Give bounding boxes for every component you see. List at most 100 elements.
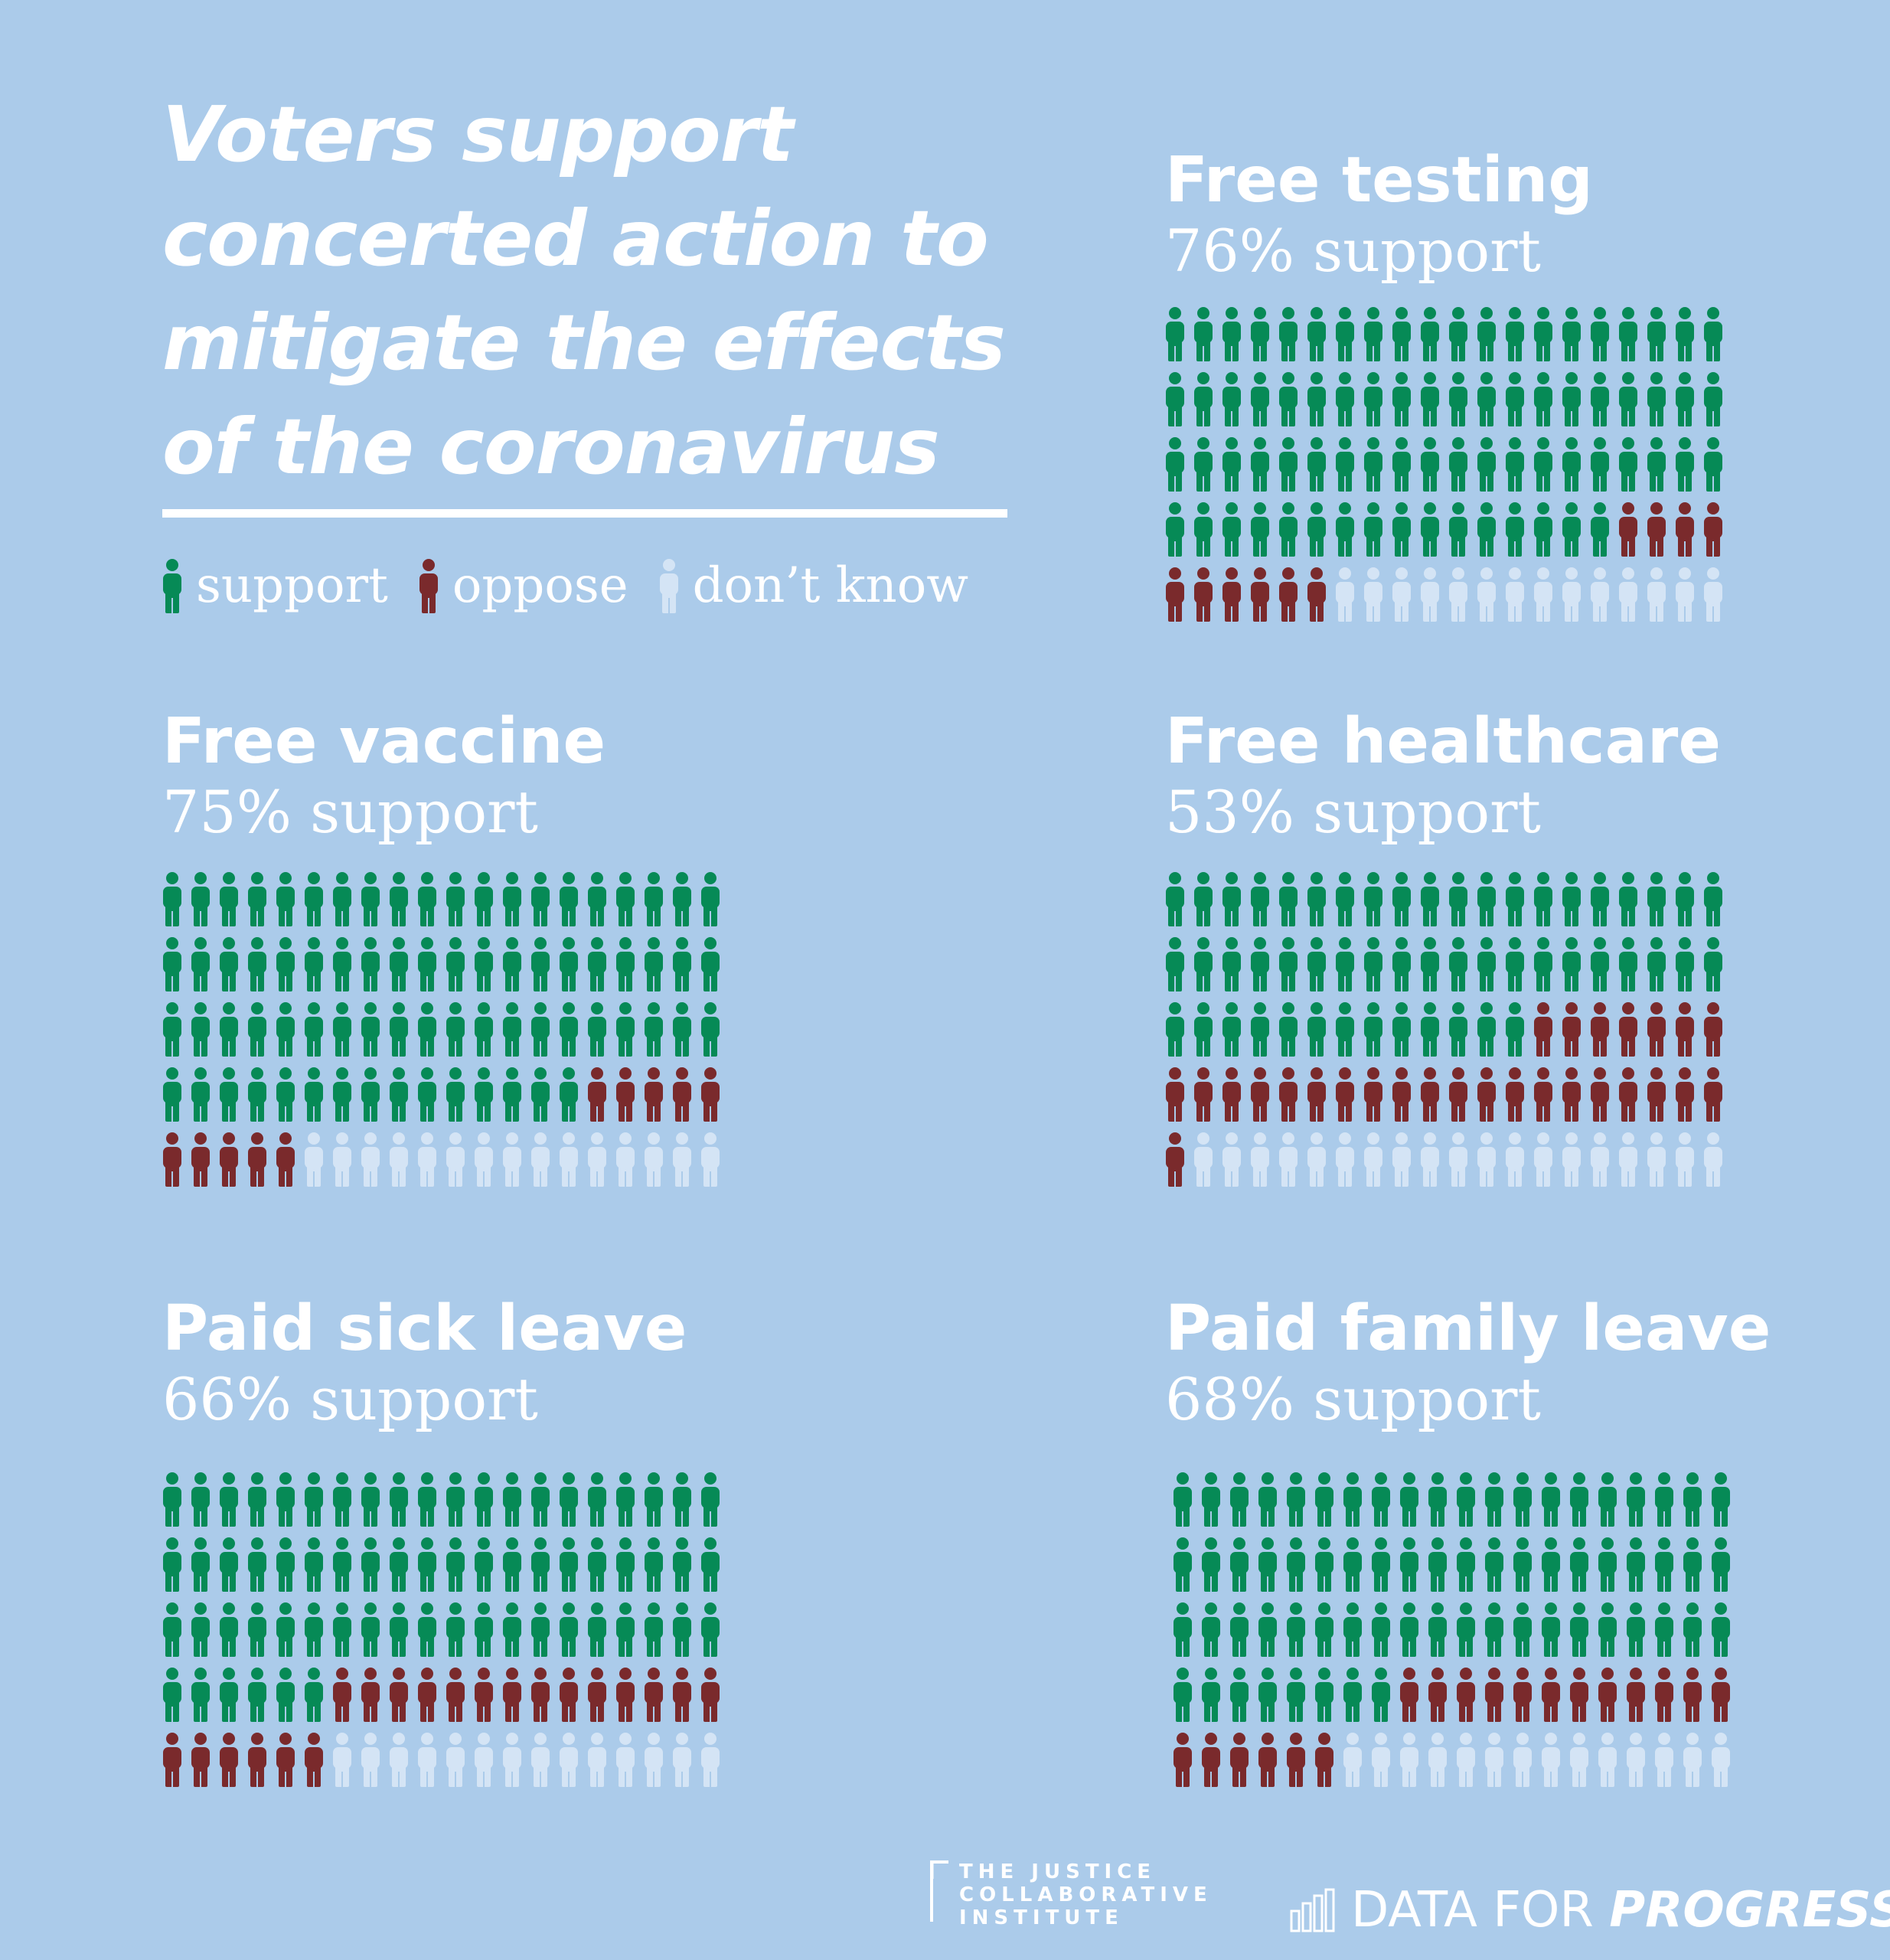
person-icon-support [1570, 1602, 1588, 1657]
person-icon-support [503, 1002, 521, 1057]
person-icon-support [1591, 307, 1609, 361]
person-icon-oppose [1542, 1668, 1560, 1722]
person-icon-support [390, 872, 408, 926]
legend-label: support [196, 557, 388, 614]
person-icon-support [276, 1067, 295, 1122]
person-icon-oppose [1166, 1132, 1184, 1187]
person-icon-support [475, 1602, 493, 1657]
person-icon-support [1562, 937, 1581, 991]
person-icon-oppose [1513, 1668, 1532, 1722]
person-icon-support [390, 1602, 408, 1657]
person-icon-support [361, 1537, 380, 1592]
person-icon-support [1421, 502, 1439, 557]
title-line: of the coronavirus [162, 402, 940, 492]
person-icon-support [475, 872, 493, 926]
person-icon-support [673, 937, 691, 991]
person-icon-oppose [1704, 1002, 1722, 1057]
person-icon-support [616, 937, 635, 991]
person-icon-support [1343, 1537, 1362, 1592]
person-icon-oppose [560, 1668, 578, 1722]
person-icon-support [361, 1002, 380, 1057]
person-icon-support [1222, 937, 1241, 991]
person-icon-oppose [1562, 1067, 1581, 1122]
person-icon [419, 559, 438, 613]
person-icon-support [276, 937, 295, 991]
person-icon-oppose [1647, 1067, 1666, 1122]
person-icon-oppose [1230, 1733, 1249, 1787]
person-icon-support [248, 937, 266, 991]
person-icon-support [560, 1537, 578, 1592]
person-icon-oppose [1591, 1067, 1609, 1122]
person-icon-support [1372, 1537, 1390, 1592]
person-icon-support [1222, 872, 1241, 926]
person-icon-oppose [645, 1067, 663, 1122]
person-icon-support [333, 872, 351, 926]
person-icon-support [1372, 1602, 1390, 1657]
person-icon-support [1372, 1668, 1390, 1722]
person-icon-support [1534, 307, 1552, 361]
person-icon-support [248, 1472, 266, 1527]
person-icon-support [1513, 1602, 1532, 1657]
person-icon-support [1194, 437, 1213, 492]
title-divider [162, 509, 1007, 518]
person-icon-oppose [191, 1132, 210, 1187]
person-icon-support [220, 1668, 238, 1722]
person-icon-support [1194, 872, 1213, 926]
person-icon-support [1315, 1668, 1333, 1722]
person-icon-support [1506, 937, 1524, 991]
person-icon-dont-know [418, 1132, 436, 1187]
person-icon-dont-know [588, 1132, 606, 1187]
person-icon-support [645, 872, 663, 926]
person-icon-oppose [1506, 1067, 1524, 1122]
person-icon-support [701, 1472, 720, 1527]
person-icon-support [503, 937, 521, 991]
person-icon-support [191, 872, 210, 926]
person-icon-support [1421, 372, 1439, 426]
person-icon-support [1166, 1002, 1184, 1057]
person-icon-support [1647, 437, 1666, 492]
person-icon-oppose [503, 1668, 521, 1722]
person-icon-support [588, 937, 606, 991]
person-icon-support [276, 1472, 295, 1527]
person-icon-dont-know [1372, 1733, 1390, 1787]
person-icon-dont-know [531, 1132, 550, 1187]
person-icon-dont-know [616, 1733, 635, 1787]
person-icon-support [1202, 1537, 1220, 1592]
panel-subtitle: 76% support [1165, 217, 1541, 285]
person-icon-dont-know [1336, 567, 1354, 622]
person-icon-support [418, 872, 436, 926]
person-icon-dont-know [1683, 1733, 1702, 1787]
person-icon-oppose [1647, 1002, 1666, 1057]
person-icon-dont-know [1542, 1733, 1560, 1787]
person-icon-support [333, 937, 351, 991]
person-icon-oppose [1712, 1668, 1730, 1722]
person-icon-oppose [361, 1668, 380, 1722]
person-icon-oppose [333, 1668, 351, 1722]
person-icon-support [276, 1537, 295, 1592]
person-icon-support [1428, 1602, 1447, 1657]
person-icon-dont-know [1421, 1132, 1439, 1187]
person-icon-support [1173, 1472, 1192, 1527]
person-icon-dont-know [1655, 1733, 1673, 1787]
person-icon-support [1598, 1537, 1617, 1592]
person-icon-support [163, 937, 181, 991]
person-icon-support [220, 1472, 238, 1527]
person-icon-support [673, 1537, 691, 1592]
person-icon-support [1562, 372, 1581, 426]
person-icon-support [418, 1537, 436, 1592]
person-icon-support [446, 937, 465, 991]
person-icon-oppose [1627, 1668, 1645, 1722]
person-icon-dont-know [1591, 1132, 1609, 1187]
person-icon-oppose [616, 1067, 635, 1122]
person-icon-oppose [248, 1733, 266, 1787]
person-icon-support [1562, 437, 1581, 492]
person-icon-oppose [1570, 1668, 1588, 1722]
person-icon-support [673, 1472, 691, 1527]
person-icon-support [588, 1002, 606, 1057]
person-icon-support [1230, 1537, 1249, 1592]
person-icon-support [560, 1002, 578, 1057]
person-icon-dont-know [1676, 567, 1694, 622]
person-icon-support [1166, 307, 1184, 361]
person-icon-oppose [1251, 567, 1269, 622]
person-icon-support [220, 1537, 238, 1592]
